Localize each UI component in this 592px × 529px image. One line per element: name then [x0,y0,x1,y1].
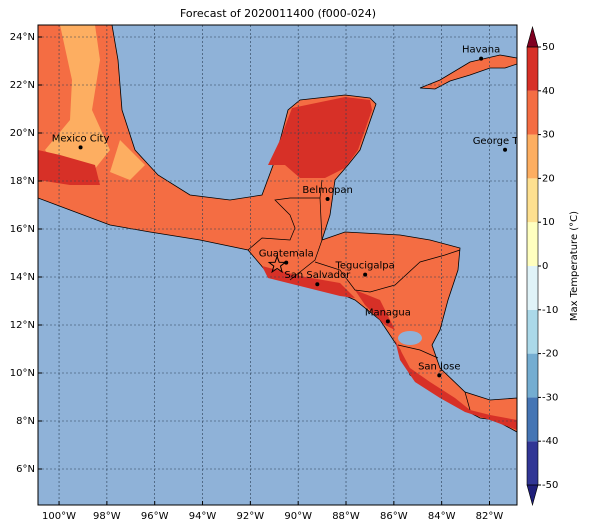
hot-zone [38,150,100,185]
map-title: Forecast of 2020011400 (f000-024) [180,7,376,20]
colorbar-tick-label: 0 [542,261,548,272]
colorbar-extend-under [526,484,539,507]
city-dot [78,145,83,150]
colorbar-bin [527,441,538,485]
colorbar-bin [527,134,538,179]
y-tick-label: 8°N [16,416,35,427]
x-tick-label: 88°W [332,511,360,522]
colorbar-tick-label: -50 [542,480,558,491]
city-dot [503,147,508,152]
colorbar-tick-label: -20 [542,349,558,360]
x-tick-label: 98°W [93,511,121,522]
x-tick-label: 94°W [189,511,217,522]
country-border [397,344,439,359]
city-label: Mexico City [52,133,110,144]
colorbar-bin [527,309,538,354]
colorbar-bin [527,397,538,442]
city-dot [363,272,368,277]
city-label: San Salvador [284,270,351,281]
y-tick-label: 12°N [10,320,35,331]
city-dot [325,197,330,201]
colorbar-tick-label: -30 [542,392,558,403]
colorbar-extend-over [526,25,539,48]
country-border [319,179,323,199]
colorbar-label: Max Temperature (°C) [569,211,580,321]
x-tick-label: 92°W [237,511,265,522]
city-label: Managua [365,307,411,318]
hot-zone [262,266,355,298]
country-border [314,249,461,293]
x-tick-label: 82°W [476,511,504,522]
city-dot [284,260,289,265]
colorbar-bin [527,47,538,91]
y-tick-label: 14°N [10,272,35,283]
country-border [289,239,323,281]
cuba [419,54,517,90]
colorbar-bin [527,222,538,266]
country-border [247,197,323,251]
map-frame [37,24,518,506]
grid-layer [38,25,517,505]
city-label: Havana [462,45,500,56]
colorbar-tick-label: 40 [542,86,555,97]
city-label: Guatemala [259,249,314,260]
y-tick-label: 24°N [10,32,35,43]
colorbar-tick-label: 20 [542,173,555,184]
highland-zone [45,25,110,175]
y-tick-label: 20°N [10,128,35,139]
lake-nicaragua [398,331,422,345]
x-tick-label: 96°W [141,511,169,522]
y-tick-label: 22°N [10,80,35,91]
city-dot [315,282,320,287]
city-dot [385,319,390,324]
city-label: Tegucigalpa [335,261,395,272]
colorbar-bin [527,178,538,223]
colorbar-tick-label: 30 [542,130,555,141]
colorbar-tick-label: 50 [542,42,555,53]
city-label: San Jose [418,361,460,372]
colorbar-tick-label: 10 [542,217,555,228]
star-marker [267,255,287,274]
x-tick-label: 86°W [380,511,408,522]
hot-zone [355,290,395,330]
colorbar-tick-label: -10 [542,305,558,316]
colorbar-bin [527,90,538,135]
y-tick-label: 10°N [10,368,35,379]
city-label: Belmopan [302,185,352,196]
y-tick-label: 16°N [10,224,35,235]
colorbar-bin [527,266,538,310]
y-tick-label: 6°N [16,464,35,475]
city-dot [479,56,484,61]
highland-zone [110,140,145,180]
x-tick-label: 84°W [428,511,456,522]
x-tick-label: 100°W [42,511,76,522]
y-tick-label: 18°N [10,176,35,187]
x-tick-label: 90°W [284,511,312,522]
city-dot [437,373,442,378]
country-border [464,391,471,411]
city-label: George Town [473,136,538,147]
colorbar-tick-label: -40 [542,436,558,447]
city-layer: Mexico City Havana George Town Belmopan Guat… [52,45,538,378]
colorbar-bin [527,353,538,398]
hot-zone [395,340,517,430]
